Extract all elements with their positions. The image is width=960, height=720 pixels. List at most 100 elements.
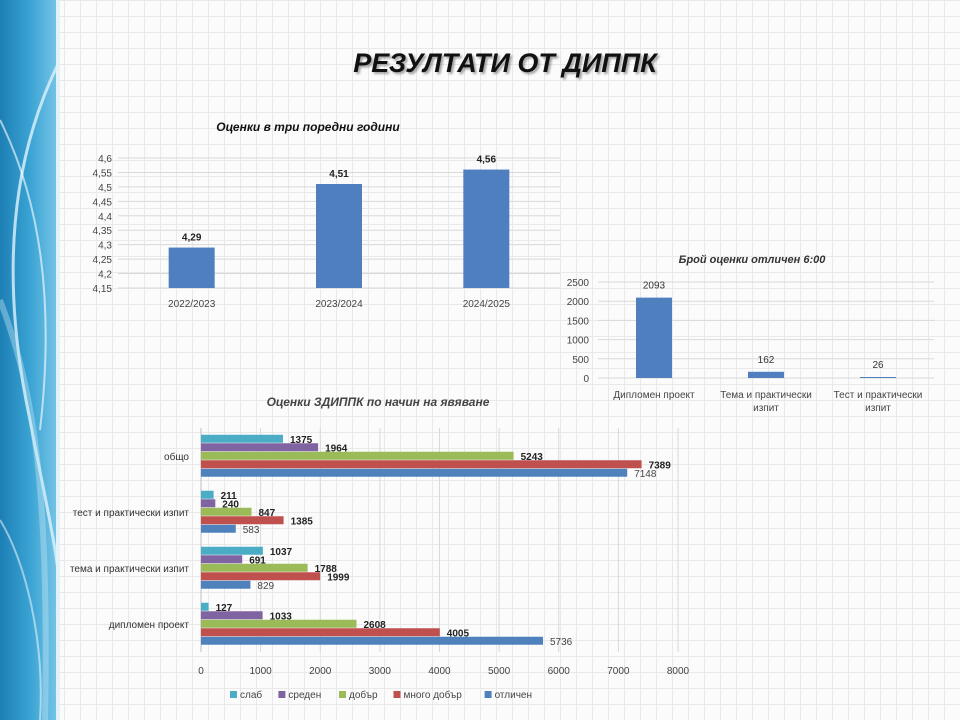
- y-tick-label: 4,15: [93, 284, 113, 295]
- y-tick-label: 4,5: [98, 183, 112, 194]
- category-label: дипломен проект: [109, 620, 190, 631]
- bar-sreden: [201, 443, 319, 452]
- y-tick-label: 4,35: [93, 226, 113, 237]
- data-label: 4,56: [477, 155, 497, 166]
- x-tick-label: Тест и практически: [834, 390, 923, 401]
- x-tick-label: Тема и практически: [720, 390, 812, 401]
- bar-2023/2024: [316, 184, 362, 288]
- data-label: 1788: [315, 564, 338, 575]
- bar-2022/2023: [168, 247, 215, 288]
- x-tick-label: 2023/2024: [315, 299, 363, 310]
- legend-label: слаб: [240, 689, 262, 701]
- x-tick-label: 8000: [667, 666, 690, 677]
- page-title: РЕЗУЛТАТИ ОТ ДИППК: [353, 48, 657, 78]
- bar-mnogo_dobar: [201, 628, 440, 637]
- x-tick-label: изпит: [753, 403, 779, 414]
- data-label: 4,51: [329, 169, 349, 180]
- x-tick-label: изпит: [865, 403, 891, 414]
- y-tick-label: 0: [583, 374, 589, 385]
- bar-excellent-2: [860, 377, 896, 378]
- x-tick-label: 2022/2023: [168, 299, 216, 310]
- x-tick-label: 6000: [548, 666, 571, 677]
- x-tick-label: 1000: [250, 666, 273, 677]
- x-tick-label: 5000: [488, 666, 511, 677]
- y-tick-label: 1000: [567, 336, 590, 347]
- y-tick-label: 500: [572, 355, 589, 366]
- category-label: общо: [164, 451, 189, 463]
- x-tick-label: 7000: [607, 666, 630, 677]
- data-label: 691: [249, 555, 266, 566]
- data-label: 829: [257, 581, 274, 592]
- legend-swatch: [339, 691, 346, 698]
- bar-dobar: [201, 619, 357, 628]
- data-label: 211: [221, 491, 238, 502]
- category-label: тест и практически изпит: [73, 508, 190, 519]
- bar-dobar: [201, 507, 252, 516]
- y-tick-label: 2000: [567, 297, 590, 308]
- decorative-side-band: [0, 0, 60, 720]
- bar-otlichen: [201, 524, 236, 533]
- legend-swatch: [230, 691, 237, 698]
- chart-title-by-type: Оценки ЗДИППК по начин на явяване: [267, 395, 490, 409]
- bar-sreden: [201, 611, 263, 620]
- legend-swatch: [278, 691, 286, 698]
- legend-swatch: [484, 691, 492, 698]
- bar-slab: [201, 434, 283, 443]
- data-label: 7148: [634, 469, 657, 480]
- bar-excellent-0: [636, 297, 672, 378]
- data-label: 5243: [521, 452, 544, 463]
- data-label: 4005: [447, 628, 470, 639]
- legend-label: добър: [349, 689, 378, 701]
- bar-mnogo_dobar: [201, 572, 321, 581]
- data-label: 1385: [291, 516, 314, 527]
- data-label: 2608: [364, 620, 387, 631]
- data-label: 240: [222, 499, 239, 510]
- chart-title-excellent: Брой оценки отличен 6:00: [679, 254, 827, 266]
- category-label: тема и практически изпит: [70, 564, 189, 575]
- data-label: 162: [758, 355, 775, 366]
- y-tick-label: 4,25: [93, 255, 113, 266]
- y-tick-label: 4,45: [93, 197, 113, 208]
- x-tick-label: 2024/2025: [463, 299, 511, 310]
- data-label: 583: [243, 525, 260, 536]
- data-label: 1999: [327, 572, 350, 583]
- bar-otlichen: [201, 636, 544, 645]
- bar-sreden: [201, 499, 216, 508]
- x-tick-label: 4000: [428, 666, 451, 677]
- y-tick-label: 2500: [567, 278, 590, 289]
- data-label: 1037: [270, 547, 293, 558]
- bar-slab: [201, 546, 263, 555]
- x-tick-label: 2000: [309, 666, 332, 677]
- chart-title-years: Оценки в три поредни години: [216, 120, 400, 134]
- data-label: 4,29: [182, 233, 202, 244]
- legend-swatch: [393, 691, 401, 698]
- legend-label: много добър: [404, 689, 463, 701]
- bar-slab: [201, 602, 209, 611]
- data-label: 1964: [325, 443, 348, 454]
- x-tick-label: 3000: [369, 666, 392, 677]
- bar-otlichen: [201, 468, 628, 477]
- legend-label: отличен: [495, 690, 532, 701]
- data-label: 1375: [290, 435, 313, 446]
- x-tick-label: 0: [198, 666, 204, 677]
- x-tick-label: Дипломен проект: [613, 390, 695, 401]
- data-label: 127: [216, 603, 233, 614]
- data-label: 7389: [649, 460, 672, 471]
- y-tick-label: 4,3: [98, 241, 112, 252]
- data-label: 2093: [643, 281, 666, 292]
- bar-dobar: [201, 563, 308, 572]
- y-tick-label: 4,4: [98, 212, 112, 223]
- bar-otlichen: [201, 580, 251, 589]
- y-tick-label: 4,6: [98, 154, 112, 165]
- data-label: 1033: [270, 611, 293, 622]
- y-tick-label: 4,55: [93, 168, 113, 179]
- data-label: 847: [259, 508, 276, 519]
- bar-2024/2025: [463, 169, 510, 288]
- y-tick-label: 1500: [567, 316, 590, 327]
- bar-mnogo_dobar: [201, 460, 642, 469]
- legend-label: среден: [288, 690, 321, 701]
- bar-excellent-1: [748, 371, 784, 378]
